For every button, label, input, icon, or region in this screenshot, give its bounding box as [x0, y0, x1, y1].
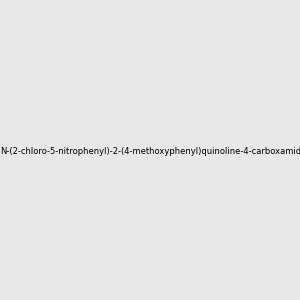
Text: N-(2-chloro-5-nitrophenyl)-2-(4-methoxyphenyl)quinoline-4-carboxamide: N-(2-chloro-5-nitrophenyl)-2-(4-methoxyp… — [1, 147, 300, 156]
